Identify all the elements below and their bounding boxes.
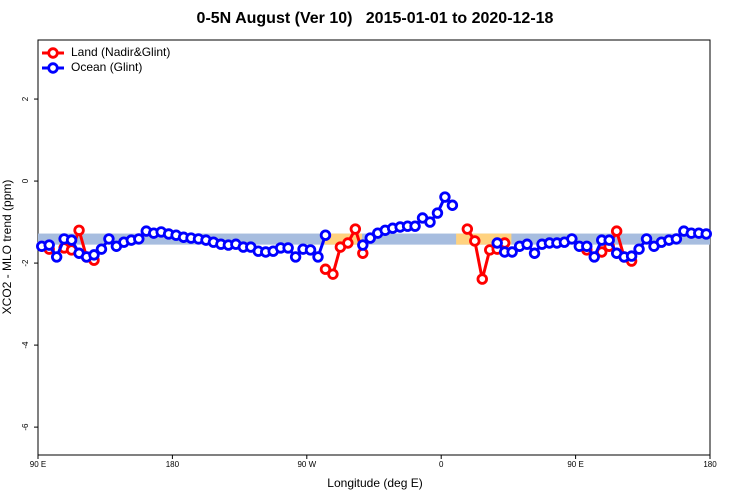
data-point [73, 224, 85, 236]
data-point [670, 233, 683, 245]
band [456, 233, 512, 245]
x-tick-label: 90 E [30, 460, 46, 469]
data-point [319, 229, 332, 241]
legend-marker [47, 47, 59, 59]
data-point [349, 223, 362, 235]
legend-label: Land (Nadir&Glint) [71, 45, 170, 59]
legend-label: Ocean (Glint) [71, 60, 142, 74]
x-axis-label: Longitude (deg E) [327, 476, 422, 490]
data-point [446, 199, 459, 211]
data-point [409, 220, 421, 232]
y-tick-label: 0 [21, 178, 30, 183]
data-point [588, 251, 600, 263]
x-tick-label: 90 W [297, 460, 316, 469]
data-point [65, 234, 78, 246]
data-point [304, 244, 317, 256]
data-point [461, 223, 474, 235]
data-point [610, 225, 623, 237]
data-point [566, 233, 578, 245]
data-point [103, 233, 115, 245]
data-point [424, 216, 436, 228]
y-tick-label: -4 [21, 341, 30, 349]
data-point [319, 263, 332, 275]
data-point [342, 237, 354, 249]
legend-marker [47, 62, 59, 74]
data-point [95, 243, 108, 255]
data-point [506, 246, 518, 258]
y-axis-label: XCO2 - MLO trend (ppm) [0, 180, 14, 315]
data-point [633, 243, 645, 255]
data-point [625, 250, 638, 262]
data-point [327, 268, 339, 280]
data-point [439, 191, 451, 203]
data-point [476, 273, 488, 285]
data-point [88, 249, 100, 261]
data-point [521, 238, 533, 250]
data-point [50, 251, 63, 263]
data-point [133, 233, 145, 245]
data-point [640, 233, 653, 245]
data-point [581, 240, 593, 252]
data-point [603, 234, 615, 246]
data-point [289, 251, 302, 263]
data-point [357, 239, 369, 251]
x-tick-label: 90 E [567, 460, 583, 469]
x-tick-label: 180 [166, 460, 180, 469]
data-point [469, 235, 481, 247]
x-tick-label: 180 [703, 460, 717, 469]
data-point [491, 237, 503, 249]
data-point [43, 239, 55, 251]
y-tick-label: -2 [21, 259, 30, 267]
chart-title: 0-5N August (Ver 10) 2015-01-01 to 2020-… [197, 10, 554, 27]
data-point [364, 232, 376, 244]
data-point [528, 247, 541, 259]
data-point [431, 207, 444, 219]
x-tick-label: 0 [439, 460, 444, 469]
y-tick-label: 2 [21, 96, 30, 101]
band [324, 233, 363, 245]
data-point [700, 228, 712, 240]
data-point [282, 242, 294, 254]
data-point [312, 251, 324, 263]
y-tick-label: -6 [21, 423, 30, 431]
